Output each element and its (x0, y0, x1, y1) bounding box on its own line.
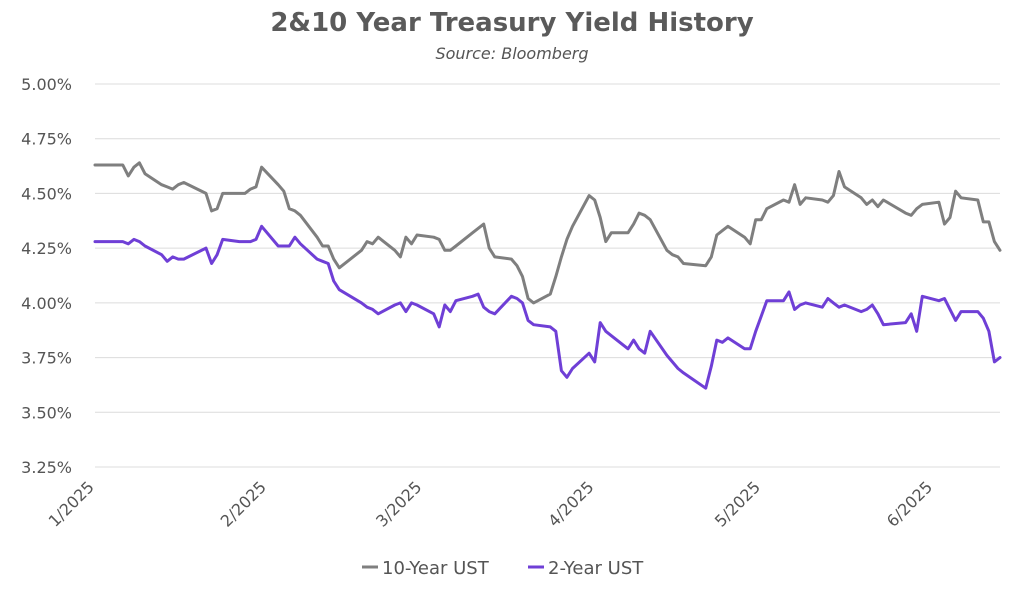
y-tick-label: 3.25% (21, 458, 72, 477)
y-tick-label: 3.75% (21, 349, 72, 368)
chart-title: 2&10 Year Treasury Yield History (270, 8, 754, 38)
y-tick-label: 4.75% (21, 130, 72, 149)
series-line-2y (93, 224, 1002, 390)
legend-label: 10-Year UST (382, 558, 490, 579)
chart-subtitle: Source: Bloomberg (435, 44, 589, 63)
y-tick-label: 4.50% (21, 184, 72, 203)
series-line-10y (93, 161, 1002, 305)
y-tick-label: 3.50% (21, 403, 72, 422)
x-tick-label: 4/2025 (544, 477, 597, 530)
x-tick-label: 2/2025 (217, 477, 270, 530)
y-tick-label: 5.00% (21, 75, 72, 94)
legend-label: 2-Year UST (548, 558, 644, 579)
y-tick-label: 4.00% (21, 294, 72, 313)
x-tick-label: 3/2025 (372, 477, 425, 530)
x-tick-label: 6/2025 (883, 477, 936, 530)
x-tick-label: 1/2025 (45, 477, 98, 530)
y-tick-label: 4.25% (21, 239, 72, 258)
x-tick-label: 5/2025 (711, 477, 764, 530)
